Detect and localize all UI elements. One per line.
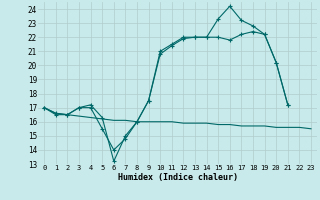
X-axis label: Humidex (Indice chaleur): Humidex (Indice chaleur) <box>118 173 238 182</box>
